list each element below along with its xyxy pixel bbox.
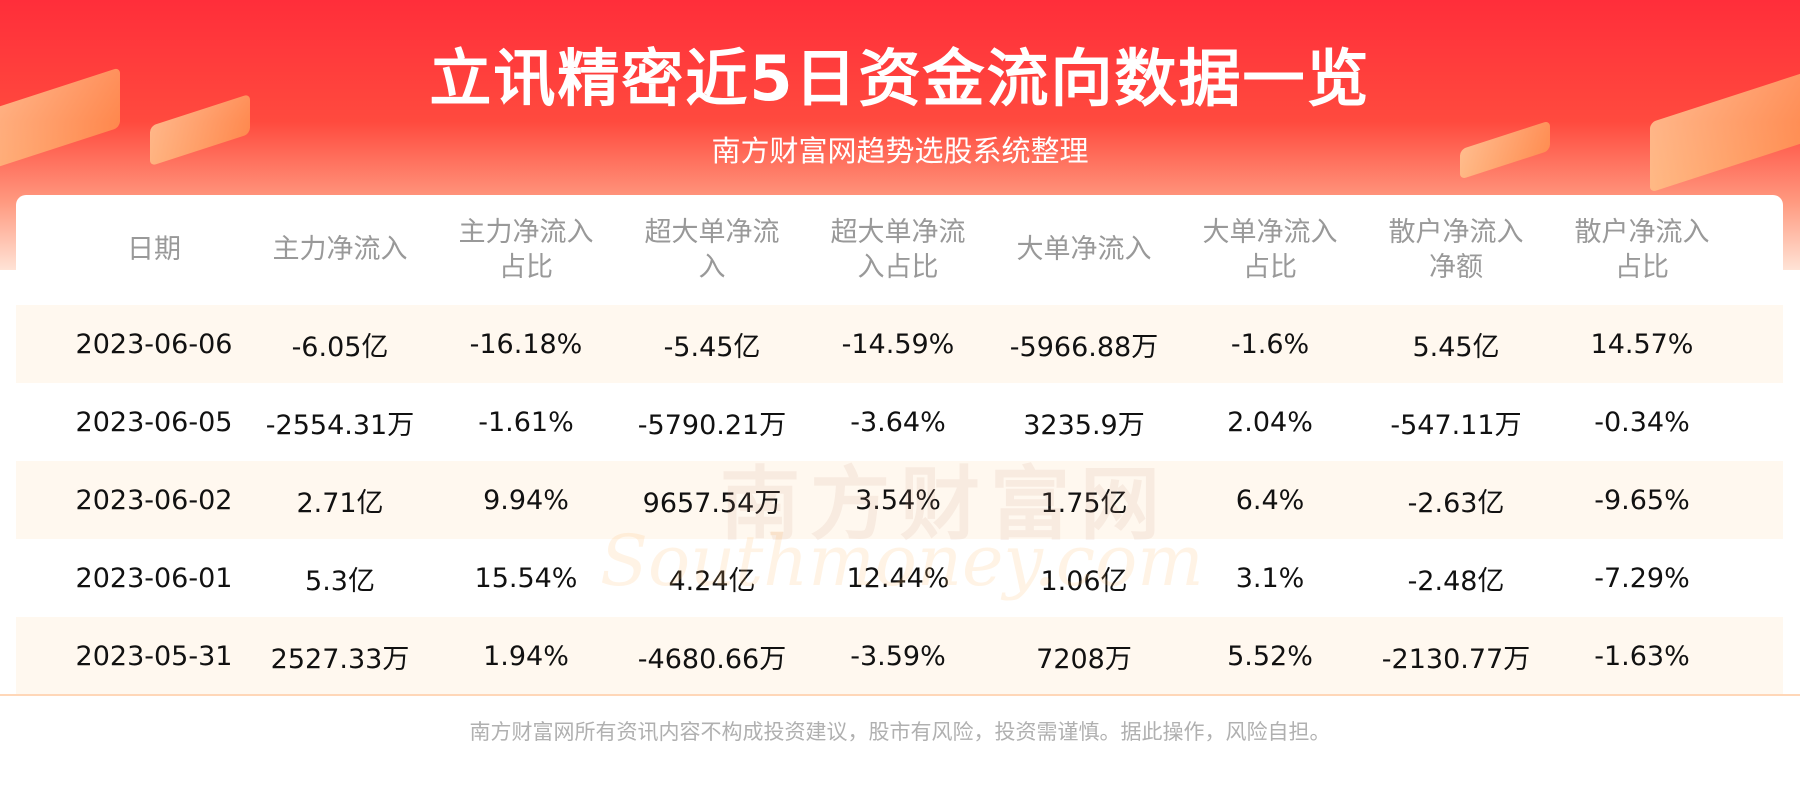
table-row — [16, 461, 1783, 539]
column-header-text: 超大单净流入占比 — [830, 216, 966, 283]
column-header-text: 大单净流入 — [1016, 234, 1152, 266]
column-header-text: 散户净流入净额 — [1388, 216, 1524, 283]
column-header-text: 主力净流入占比 — [458, 216, 594, 283]
table-cell: 12.44% — [846, 562, 950, 594]
table-cell: 4.24亿 — [668, 565, 756, 597]
table-cell: 2.04% — [1227, 406, 1313, 438]
table-cell: -5790.21万 — [637, 409, 787, 441]
table-cell: -3.64% — [850, 406, 946, 438]
column-header-text: 主力净流入 — [272, 234, 408, 266]
table-cell: 5.3亿 — [305, 565, 375, 597]
table-row — [16, 305, 1783, 383]
table-cell: 9.94% — [483, 484, 569, 516]
watermark: 南方财富网 — [720, 458, 1170, 551]
table-cell: 2023-06-02 — [75, 484, 233, 516]
table-cell: 2527.33万 — [270, 643, 410, 675]
column-header-text: 散户净流入占比 — [1574, 216, 1710, 283]
column-header-text: 日期 — [126, 234, 181, 266]
table-cell: 5.52% — [1227, 640, 1313, 672]
table-cell: 2023-05-31 — [75, 640, 233, 672]
title: 立讯精密近5日资金流向数据一览 — [429, 42, 1371, 115]
column-header: 大单净流入 — [991, 195, 1177, 305]
table-cell: -6.05亿 — [291, 331, 389, 363]
table-row — [16, 617, 1783, 695]
table-cell: -0.34% — [1594, 406, 1690, 438]
table-cell: 2023-06-05 — [75, 406, 233, 438]
table-cell: -9.65% — [1594, 484, 1690, 516]
table-cell: 2.71亿 — [296, 487, 384, 519]
table-cell: 7208万 — [1036, 643, 1132, 675]
table-cell: 6.4% — [1235, 484, 1305, 516]
table-cell: -5966.88万 — [1009, 331, 1159, 363]
table-cell: 14.57% — [1590, 328, 1694, 360]
table-cell: -2130.77万 — [1381, 643, 1531, 675]
watermark: Southmoney.com — [600, 520, 1204, 602]
table-cell: 2023-06-01 — [75, 562, 233, 594]
column-header: 大单净流入占比 — [1177, 195, 1363, 305]
table-cell: -1.61% — [478, 406, 574, 438]
table-cell: -1.6% — [1230, 328, 1310, 360]
column-header: 超大单净流入占比 — [805, 195, 991, 305]
column-header: 超大单净流入 — [619, 195, 805, 305]
column-header-text: 超大单净流入 — [644, 216, 780, 283]
table-cell: -5.45亿 — [663, 331, 761, 363]
table-cell: 3.54% — [855, 484, 941, 516]
table-cell: 1.75亿 — [1040, 487, 1128, 519]
column-header: 主力净流入 — [247, 195, 433, 305]
table-cell: -2554.31万 — [265, 409, 415, 441]
table-cell: -3.59% — [850, 640, 946, 672]
column-header: 日期 — [61, 195, 247, 305]
column-header: 散户净流入占比 — [1549, 195, 1735, 305]
subtitle: 南方财富网趋势选股系统整理 — [711, 134, 1089, 168]
table-cell: -2.63亿 — [1407, 487, 1505, 519]
table-cell: 5.45亿 — [1412, 331, 1500, 363]
table-cell: 1.94% — [483, 640, 569, 672]
table-cell: 9657.54万 — [642, 487, 782, 519]
table-cell: -1.63% — [1594, 640, 1690, 672]
disclaimer: 南方财富网所有资讯内容不构成投资建议，股市有风险，投资需谨慎。据此操作，风险自担… — [469, 720, 1331, 744]
table-cell: -4680.66万 — [637, 643, 787, 675]
table-cell: -14.59% — [841, 328, 955, 360]
table-cell: -2.48亿 — [1407, 565, 1505, 597]
table-cell: 15.54% — [474, 562, 578, 594]
divider — [0, 694, 1800, 696]
column-header-text: 大单净流入占比 — [1202, 216, 1338, 283]
table-cell: -547.11万 — [1390, 409, 1522, 441]
table-cell: 3.1% — [1235, 562, 1305, 594]
table-cell: 1.06亿 — [1040, 565, 1128, 597]
table-cell: 3235.9万 — [1023, 409, 1145, 441]
table-cell: 2023-06-06 — [75, 328, 233, 360]
table-cell: -7.29% — [1594, 562, 1690, 594]
column-header: 主力净流入占比 — [433, 195, 619, 305]
table-cell: -16.18% — [469, 328, 583, 360]
column-header: 散户净流入净额 — [1363, 195, 1549, 305]
